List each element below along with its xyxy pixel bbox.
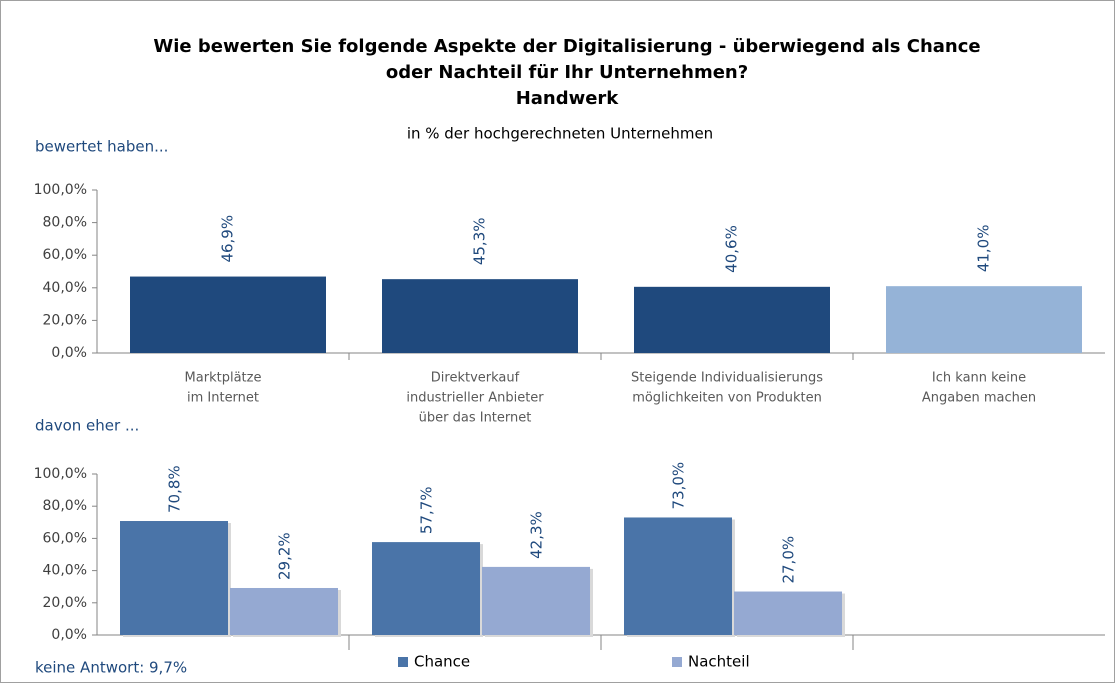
bar [482,566,590,635]
x-tick-label: Marktplätze [185,371,262,386]
bar [382,279,578,353]
annotation: keine Antwort: 9,7% [35,659,187,677]
bar [372,542,480,635]
legend-label: Nachteil [688,653,750,671]
value-label: 45,3% [471,218,489,266]
y-tick-label: 40,0% [43,280,87,296]
bar [634,286,830,353]
bar [624,517,732,635]
y-tick-label: 80,0% [43,215,87,231]
value-label: 40,6% [723,225,741,273]
x-tick-label: Ich kann keine [932,371,1026,386]
value-label: 57,7% [418,486,436,534]
y-tick-label: 60,0% [43,247,87,263]
x-tick-label: im Internet [187,391,259,406]
chart-title: Wie bewerten Sie folgende Aspekte der Di… [153,36,980,57]
bar [886,286,1082,353]
y-tick-label: 60,0% [43,530,87,546]
chart-subtitle: in % der hochgerechneten Unternehmen [407,125,713,143]
section-heading: davon eher ... [35,417,139,435]
y-tick-label: 100,0% [34,182,87,198]
bar [120,521,228,635]
chart-title: oder Nachteil für Ihr Unternehmen? [386,62,748,83]
x-tick-label: Angaben machen [922,391,1036,406]
y-tick-label: 20,0% [43,312,87,328]
y-tick-label: 100,0% [34,466,87,482]
legend-swatch [398,657,408,667]
value-label: 41,0% [975,225,993,273]
legend-label: Chance [414,653,470,671]
legend-swatch [672,657,682,667]
x-tick-label: möglichkeiten von Produkten [632,391,822,406]
x-tick-label: über das Internet [419,411,532,426]
x-tick-label: industrieller Anbieter [406,391,544,406]
section-heading: bewertet haben... [35,138,168,156]
bar [230,587,338,635]
value-label: 46,9% [219,215,237,263]
y-tick-label: 0,0% [51,627,87,643]
y-tick-label: 40,0% [43,563,87,579]
y-tick-label: 80,0% [43,498,87,514]
bar [130,276,326,353]
bar [734,591,842,635]
chart-title: Handwerk [516,88,620,109]
value-label: 27,0% [780,536,798,584]
value-label: 73,0% [670,462,688,510]
value-label: 42,3% [528,511,546,559]
value-label: 70,8% [166,465,184,513]
y-tick-label: 20,0% [43,595,87,611]
value-label: 29,2% [276,532,294,580]
x-tick-label: Steigende Individualisierungs [631,371,823,386]
y-tick-label: 0,0% [51,345,87,361]
x-tick-label: Direktverkauf [431,371,520,386]
